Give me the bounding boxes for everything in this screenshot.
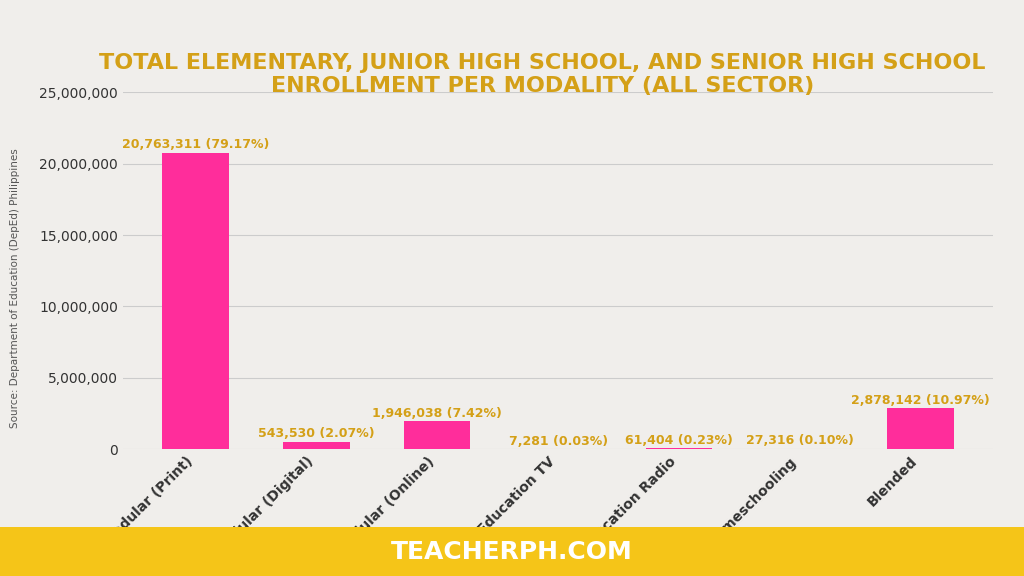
Text: 27,316 (0.10%): 27,316 (0.10%) (745, 434, 854, 448)
Bar (163, 153, 229, 449)
Bar (404, 422, 470, 449)
Bar (284, 442, 349, 449)
Text: TOTAL ELEMENTARY, JUNIOR HIGH SCHOOL, AND SENIOR HIGH SCHOOL
ENROLLMENT PER MODA: TOTAL ELEMENTARY, JUNIOR HIGH SCHOOL, AN… (99, 54, 986, 97)
Text: Source: Department of Education (DepEd) Philippines: Source: Department of Education (DepEd) … (10, 148, 20, 428)
Bar (887, 408, 953, 449)
Text: 20,763,311 (79.17%): 20,763,311 (79.17%) (122, 138, 269, 151)
Text: 1,946,038 (7.42%): 1,946,038 (7.42%) (373, 407, 502, 420)
Bar (646, 448, 712, 449)
Text: TEACHERPH.COM: TEACHERPH.COM (391, 540, 633, 563)
Text: 61,404 (0.23%): 61,404 (0.23%) (625, 434, 733, 447)
Text: 543,530 (2.07%): 543,530 (2.07%) (258, 427, 375, 440)
Text: 2,878,142 (10.97%): 2,878,142 (10.97%) (851, 394, 990, 407)
Text: 7,281 (0.03%): 7,281 (0.03%) (509, 435, 607, 448)
